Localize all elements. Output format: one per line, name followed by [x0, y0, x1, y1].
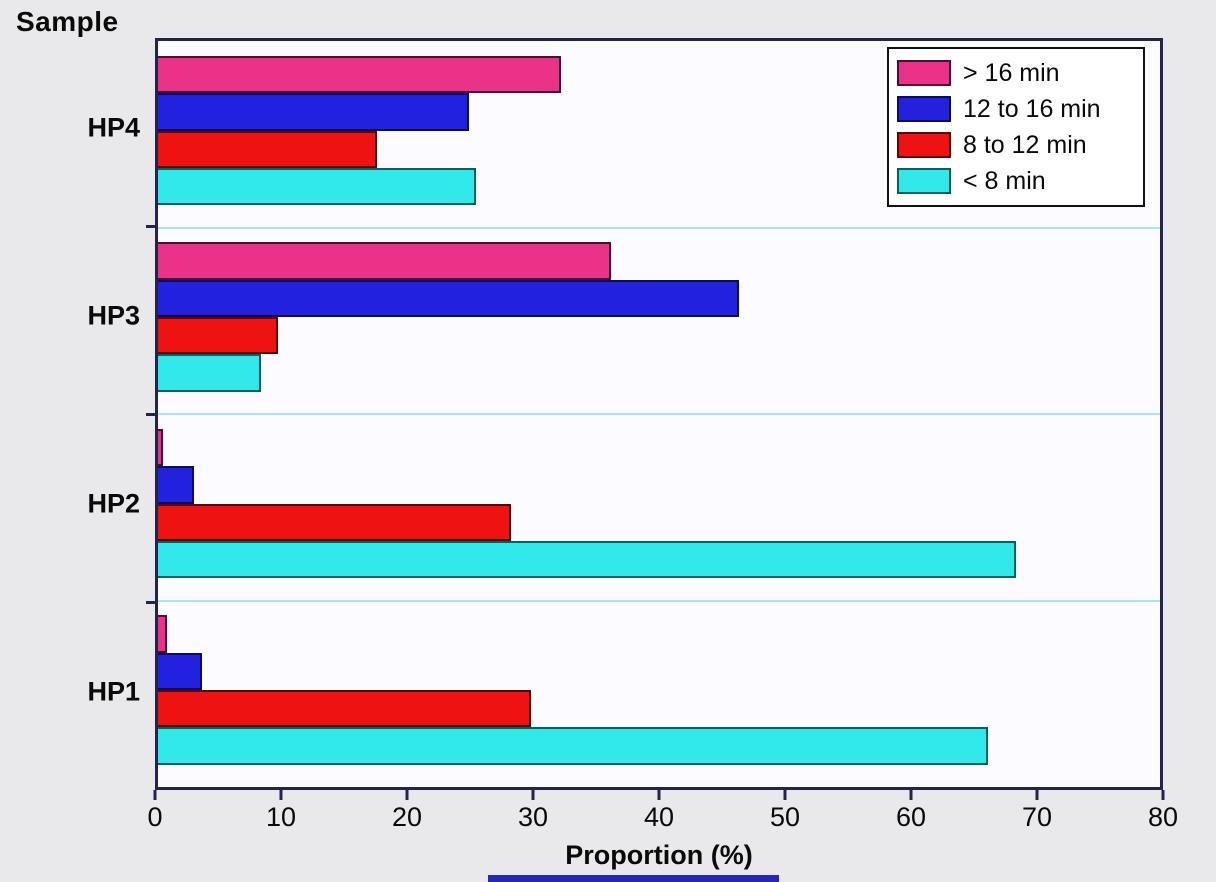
bar-hp1-0 — [158, 615, 167, 653]
x-axis-tick — [279, 790, 283, 800]
y-category-label: HP1 — [87, 676, 140, 707]
bar-hp3-1 — [158, 279, 740, 318]
y-axis-labels: HP4 HP3 HP2 HP1 — [0, 38, 148, 790]
y-category-label: HP4 — [87, 112, 140, 143]
y-category-label: HP3 — [87, 300, 140, 331]
x-axis-tick — [783, 790, 787, 800]
legend-swatch — [897, 96, 951, 122]
x-axis-tick — [531, 790, 535, 800]
bar-hp2-1 — [158, 466, 195, 504]
legend-entry: 12 to 16 min — [897, 91, 1135, 127]
bar-hp1-1 — [158, 652, 202, 691]
bar-hp2-2 — [158, 503, 512, 541]
legend-swatch — [897, 168, 951, 194]
legend-entry: < 8 min — [897, 163, 1135, 199]
bar-hp4-2 — [158, 130, 378, 168]
group-separator-gridline — [158, 599, 1160, 602]
x-axis-tick — [1035, 790, 1039, 800]
x-tick-label: 60 — [895, 802, 927, 832]
x-tick-label: 0 — [147, 802, 163, 832]
bar-hp3-2 — [158, 317, 279, 355]
bar-hp2-3 — [158, 540, 1016, 579]
x-tick-label: 80 — [1147, 802, 1179, 832]
x-tick-label: 10 — [265, 802, 297, 832]
y-category-label: HP2 — [87, 488, 140, 519]
bar-hp1-3 — [158, 727, 989, 765]
x-tick-label: 70 — [1021, 802, 1053, 832]
y-axis-title: Sample — [16, 6, 119, 37]
bar-hp1-2 — [158, 690, 532, 728]
bar-hp3-3 — [158, 354, 261, 392]
x-axis-tick — [405, 790, 409, 800]
x-axis-tick — [909, 790, 913, 800]
x-axis-tick — [153, 790, 157, 800]
group-separator-gridline — [158, 413, 1160, 415]
legend-label: 8 to 12 min — [963, 130, 1087, 159]
bottom-edge-artifact — [488, 875, 779, 882]
legend-entry: 8 to 12 min — [897, 127, 1135, 163]
bar-hp2-0 — [158, 428, 163, 467]
bar-hp3-0 — [158, 242, 612, 280]
legend-swatch — [897, 132, 951, 158]
x-axis-tick — [657, 790, 661, 800]
legend-label: < 8 min — [963, 166, 1046, 195]
group-separator-gridline — [158, 226, 1160, 229]
x-tick-label: 30 — [517, 802, 549, 832]
legend-box: > 16 min 12 to 16 min 8 to 12 min < 8 min — [887, 47, 1145, 207]
x-axis-ticks: 0 10 20 30 40 50 60 70 80 — [147, 788, 1178, 838]
legend-swatch — [897, 60, 951, 86]
y-axis-tick — [146, 601, 155, 604]
bar-hp4-1 — [158, 93, 469, 131]
x-tick-label: 20 — [391, 802, 423, 832]
legend-entry: > 16 min — [897, 55, 1135, 91]
x-axis-title: Proportion (%) — [565, 840, 753, 870]
x-tick-label: 40 — [643, 802, 675, 832]
legend-label: 12 to 16 min — [963, 94, 1101, 123]
plot-area: > 16 min 12 to 16 min 8 to 12 min < 8 min — [155, 38, 1163, 790]
x-tick-label: 50 — [769, 802, 801, 832]
y-axis-tick — [146, 225, 155, 228]
legend-label: > 16 min — [963, 58, 1060, 87]
bar-hp4-0 — [158, 55, 562, 94]
y-axis-tick — [146, 413, 155, 416]
x-axis-tick — [1161, 790, 1165, 800]
bar-hp4-3 — [158, 167, 477, 206]
